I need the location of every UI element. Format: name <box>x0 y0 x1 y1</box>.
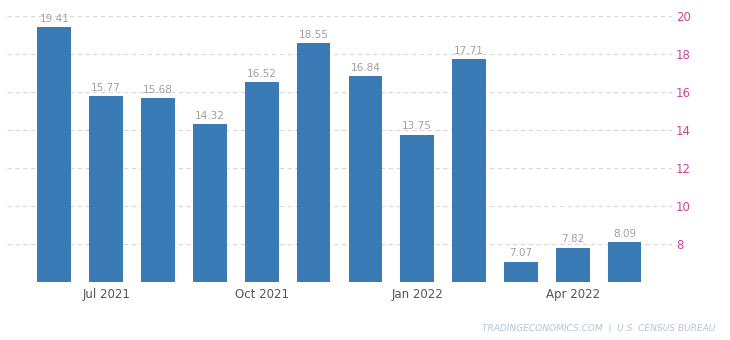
Text: 16.52: 16.52 <box>247 69 277 79</box>
Bar <box>607 242 642 282</box>
Text: 17.71: 17.71 <box>454 46 484 56</box>
Text: 14.32: 14.32 <box>195 110 225 120</box>
Bar <box>37 27 72 282</box>
Text: 15.68: 15.68 <box>143 85 173 95</box>
Bar <box>141 98 175 282</box>
Text: 16.84: 16.84 <box>350 63 380 72</box>
Bar <box>193 124 227 282</box>
Text: 7.82: 7.82 <box>561 234 584 244</box>
Bar <box>296 44 331 282</box>
Text: 7.07: 7.07 <box>510 249 532 258</box>
Text: 15.77: 15.77 <box>91 83 121 93</box>
Bar <box>400 135 434 282</box>
Bar <box>556 248 590 282</box>
Text: 8.09: 8.09 <box>613 229 636 239</box>
Text: 13.75: 13.75 <box>402 121 432 131</box>
Bar <box>245 82 279 282</box>
Bar <box>504 262 538 282</box>
Bar <box>89 96 123 282</box>
Bar <box>348 76 383 282</box>
Text: TRADINGECONOMICS.COM  |  U.S. CENSUS BUREAU: TRADINGECONOMICS.COM | U.S. CENSUS BUREA… <box>482 324 715 333</box>
Text: 19.41: 19.41 <box>39 14 69 24</box>
Bar <box>452 59 486 282</box>
Text: 18.55: 18.55 <box>299 30 328 40</box>
